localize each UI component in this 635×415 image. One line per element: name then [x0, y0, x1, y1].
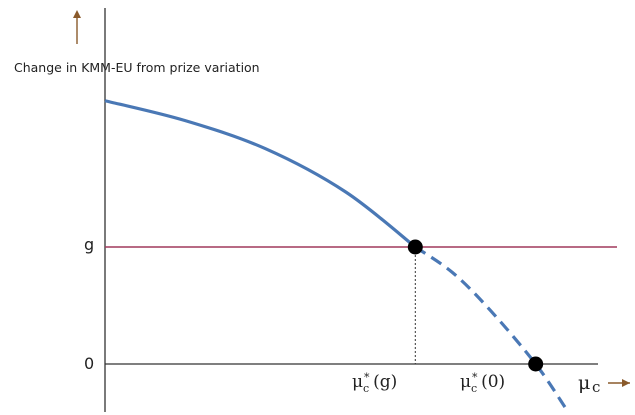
y-tick-label-g: g	[84, 235, 95, 254]
x-marker-label-0: μ * c (0)	[460, 371, 506, 395]
curve-solid	[104, 99, 417, 249]
y-axis-label: Change in KMM-EU from prize variation	[14, 60, 260, 75]
x-axis-arrow	[608, 379, 630, 387]
y-tick-label-0: 0	[84, 354, 95, 373]
x-marker-label-g: μ * c (g)	[352, 371, 398, 395]
point-mu-g	[407, 239, 423, 255]
point-mu-0	[528, 356, 544, 372]
curve-dashed	[414, 245, 567, 409]
y-axis-arrow	[73, 10, 81, 44]
plot-area	[104, 99, 617, 409]
